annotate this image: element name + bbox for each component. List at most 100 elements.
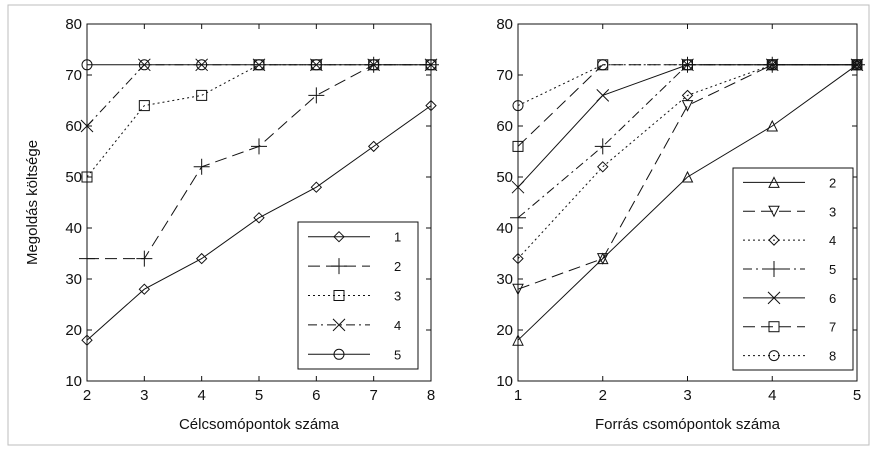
series-line-2	[517, 64, 858, 341]
legend-item-5: 5	[743, 261, 836, 277]
data-point	[594, 138, 611, 155]
legend-marker	[768, 321, 780, 333]
data-point	[81, 59, 93, 71]
data-point	[253, 59, 265, 71]
legend-item-5: 5	[308, 347, 401, 362]
legend-marker	[766, 261, 782, 277]
data-point	[512, 252, 524, 265]
figure-frame	[7, 4, 870, 446]
legend-marker	[768, 205, 780, 218]
data-point	[81, 171, 93, 183]
data-point	[81, 334, 93, 346]
series-line-8	[517, 64, 857, 107]
legend-item-3: 3	[308, 289, 401, 304]
y-tick-label: 30	[496, 271, 513, 288]
data-point	[425, 99, 437, 112]
series-line-1	[86, 105, 432, 341]
x-axis-title: Célcsomópontok száma	[179, 416, 340, 433]
data-point	[765, 58, 779, 72]
legend-label: 7	[829, 320, 836, 335]
legend-item-6: 6	[743, 291, 836, 306]
y-tick-label: 50	[65, 169, 82, 186]
y-tick-label: 30	[65, 271, 82, 288]
legend-label: 5	[394, 347, 401, 362]
data-point	[682, 59, 693, 71]
legend-label: 6	[829, 291, 836, 306]
y-axis-title: Megoldás költsége	[24, 140, 41, 265]
y-tick-label: 20	[496, 322, 513, 339]
legend-label: 4	[829, 233, 836, 248]
y-tick-label: 60	[496, 118, 513, 135]
series-3	[81, 59, 437, 183]
y-tick-label: 10	[496, 373, 513, 390]
legend-marker	[767, 291, 781, 305]
legend-item-3: 3	[743, 204, 836, 219]
y-tick-label: 50	[496, 169, 513, 186]
data-point	[196, 89, 208, 101]
data-point	[512, 140, 524, 152]
x-tick-label: 5	[853, 387, 861, 404]
data-point	[136, 250, 153, 267]
y-tick-label: 80	[496, 16, 513, 33]
legend-item-4: 4	[308, 318, 401, 333]
y-tick-label: 10	[65, 373, 82, 390]
y-tick-label: 60	[65, 118, 82, 135]
data-point	[681, 100, 694, 112]
data-point	[195, 252, 208, 265]
chart-panel-1: 2 3 4 5 6 7 8 10 20 30 40 50 60 70 80 Célcsomópontok sz…	[24, 16, 439, 433]
data-point	[597, 59, 609, 71]
legend-item-7: 7	[743, 320, 836, 335]
x-tick-label: 6	[312, 387, 320, 404]
legend-label: 4	[394, 318, 401, 333]
data-point	[138, 100, 150, 112]
y-tick-label: 80	[65, 16, 82, 33]
legend-marker	[331, 258, 347, 275]
data-point	[79, 250, 95, 267]
data-point	[511, 180, 525, 194]
legend-marker	[332, 318, 346, 332]
x-tick-label: 3	[683, 387, 691, 404]
legend-item-2: 2	[743, 175, 836, 190]
legend-label: 3	[829, 204, 836, 219]
legend-label: 8	[829, 349, 836, 364]
data-point	[512, 100, 524, 112]
chart-panel-2: 1 2 3 4 5 10 20 30 40 50 60 70 80 Forrás csomópontok …	[496, 16, 865, 433]
series-line-3	[86, 64, 431, 178]
legend-marker	[333, 290, 345, 301]
legend-marker	[768, 176, 780, 188]
legend-marker	[768, 350, 780, 362]
data-point	[253, 212, 265, 224]
data-point	[138, 59, 150, 71]
legend: 1 2 3 4 5	[297, 221, 419, 370]
legend-item-2: 2	[308, 258, 401, 274]
x-tick-label: 7	[369, 387, 377, 404]
x-axis-title: Forrás csomópontok száma	[595, 416, 781, 433]
data-point	[851, 59, 863, 71]
data-point	[367, 140, 380, 153]
x-tick-label: 2	[599, 387, 607, 404]
series-line-4	[517, 64, 857, 259]
data-point	[510, 209, 526, 226]
y-tick-label: 70	[65, 67, 82, 84]
legend-box	[732, 167, 854, 371]
data-point	[138, 283, 151, 295]
data-point	[766, 59, 778, 71]
data-point	[681, 170, 694, 183]
data-point	[425, 59, 437, 71]
data-point	[596, 89, 610, 102]
x-tick-label: 1	[514, 387, 522, 404]
legend-marker	[333, 348, 345, 360]
y-tick-label: 40	[65, 220, 82, 237]
data-point	[766, 119, 779, 132]
data-point	[193, 158, 210, 175]
x-tick-label: 4	[768, 387, 776, 404]
data-point	[310, 181, 323, 193]
legend-label: 1	[394, 230, 401, 245]
legend-label: 5	[829, 262, 836, 277]
series-1	[81, 99, 437, 346]
y-tick-label: 40	[496, 220, 513, 237]
legend-item-1: 1	[308, 230, 401, 245]
data-point	[512, 283, 524, 296]
x-tick-label: 8	[427, 387, 435, 404]
